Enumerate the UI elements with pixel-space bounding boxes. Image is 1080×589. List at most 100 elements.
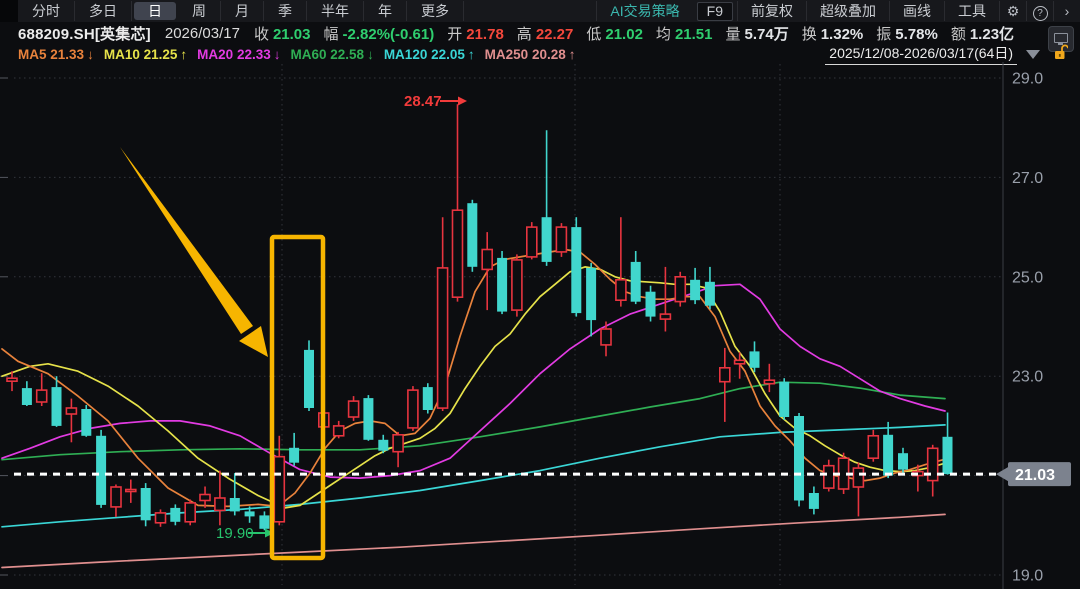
candle-day-38 <box>555 223 568 257</box>
ai-strategy-button[interactable]: AI交易策略 <box>596 1 692 21</box>
ma60-legend: MA60 22.58 ↓ <box>290 46 374 62</box>
tab-daily[interactable]: 日 <box>134 2 176 20</box>
super-overlay-button[interactable]: 超级叠加 <box>806 1 889 21</box>
draw-line-button[interactable]: 画线 <box>889 1 944 21</box>
candle-day-40 <box>586 262 597 337</box>
candle-day-18 <box>259 511 270 531</box>
candle-day-43 <box>630 251 641 305</box>
candle-day-1 <box>6 371 18 392</box>
candle-day-61 <box>898 447 908 476</box>
help-icon[interactable]: ? <box>1026 1 1053 21</box>
candle-day-3 <box>35 373 48 406</box>
chevron-right-icon[interactable]: › <box>1053 1 1080 21</box>
candle-day-14 <box>199 486 211 508</box>
top-toolbar: 分时 多日 日 周 月 季 半年 年 更多 AI交易策略 F9 前复权 超级叠加… <box>0 0 1080 22</box>
ma10-legend: MA10 21.25 ↑ <box>103 46 188 62</box>
y-axis-label: 27.0 <box>1012 170 1043 187</box>
candle-day-35 <box>511 254 523 317</box>
candle-day-27 <box>392 431 404 468</box>
candle-day-16 <box>229 473 240 516</box>
close-price-label: 21.03 <box>1015 467 1055 484</box>
ma250-line <box>1 513 946 569</box>
candle-day-23 <box>332 420 345 439</box>
candle-day-13 <box>184 499 196 526</box>
field-open: 开 21.78 <box>447 26 504 43</box>
candle-day-59 <box>867 429 880 462</box>
candle-day-15 <box>214 470 226 526</box>
low-annotation: 19.90 <box>216 525 274 542</box>
candle-day-58 <box>852 462 865 517</box>
candle-day-53 <box>779 378 790 420</box>
candle-day-19 <box>273 435 286 526</box>
candle-day-31 <box>451 104 464 302</box>
candle-day-39 <box>571 217 582 317</box>
ma20-line <box>1 283 946 479</box>
candle-day-42 <box>615 217 627 307</box>
stock-symbol[interactable]: 688209.SH[英集芯] <box>18 26 151 43</box>
candle-day-6 <box>81 405 92 437</box>
chevron-down-icon[interactable] <box>1026 49 1040 59</box>
ma120-legend: MA120 22.05 ↑ <box>383 46 475 62</box>
candle-day-33 <box>481 232 494 311</box>
tools-button[interactable]: 工具 <box>944 1 999 21</box>
big-arrow-annotation <box>120 147 268 357</box>
candle-day-51 <box>749 341 760 373</box>
candle-day-28 <box>407 386 419 431</box>
candle-day-7 <box>96 429 107 508</box>
tab-quarterly[interactable]: 季 <box>264 1 307 21</box>
corner-block <box>0 0 18 22</box>
ma60-arrow-icon: ↓ <box>367 46 374 62</box>
candle-day-9 <box>125 479 137 503</box>
candle-day-48 <box>704 266 715 310</box>
candle-day-64 <box>942 412 953 475</box>
candle-day-24 <box>347 396 360 421</box>
candle-day-55 <box>808 486 819 515</box>
highlight-box <box>269 234 326 561</box>
field-high: 高 22.27 <box>516 26 574 43</box>
ma-legend-bar: MA5 21.33 ↓ MA10 21.25 ↑ MA20 22.33 ↓ MA60 … <box>0 43 1080 65</box>
tab-weekly[interactable]: 周 <box>178 1 221 21</box>
tab-multiday[interactable]: 多日 <box>75 1 132 21</box>
field-turnover: 换 1.32% <box>801 26 864 43</box>
tab-halfyear[interactable]: 半年 <box>307 1 364 21</box>
y-axis-label: 25.0 <box>1012 269 1043 286</box>
candle-day-41 <box>600 321 612 357</box>
ma10-line <box>1 266 946 509</box>
candle-day-2 <box>21 381 32 406</box>
candle-day-32 <box>467 199 478 272</box>
candle-day-11 <box>154 509 167 527</box>
high-annotation: 28.47 <box>404 93 467 110</box>
gear-icon[interactable]: ⚙ <box>999 1 1026 21</box>
candle-day-5 <box>65 398 78 443</box>
candle-day-36 <box>525 222 538 260</box>
screen-widget-icon[interactable] <box>1048 26 1074 52</box>
candle-day-21 <box>304 340 314 411</box>
svg-text:19.90: 19.90 <box>216 525 254 542</box>
candle-day-54 <box>794 413 804 507</box>
candle-day-17 <box>244 506 255 523</box>
field-amount: 额 1.23亿 <box>950 26 1015 43</box>
candlestick-chart[interactable]: 29.0 27.0 25.0 23.0 19.0 21.03 28.47 19.90 <box>0 62 1080 589</box>
ma10-arrow-icon: ↑ <box>180 46 188 62</box>
tab-yearly[interactable]: 年 <box>364 1 407 21</box>
field-change: 幅 -2.82%(-0.61) <box>323 26 435 43</box>
ma250-arrow-icon: ↑ <box>568 46 576 62</box>
close-price-badge: 21.03 <box>996 462 1071 487</box>
tab-monthly[interactable]: 月 <box>221 1 264 21</box>
y-axis-label: 29.0 <box>1012 71 1043 88</box>
candle-day-8 <box>110 484 122 517</box>
field-avg: 均 21.51 <box>655 26 713 43</box>
date-range-selector[interactable]: 2025/12/08-2026/03/17(64日) <box>825 43 1017 65</box>
forward-adjust-button[interactable]: 前复权 <box>737 1 806 21</box>
field-volume: 量 5.74万 <box>725 26 789 43</box>
tab-more[interactable]: 更多 <box>407 1 464 21</box>
f9-button[interactable]: F9 <box>696 1 733 21</box>
candle-day-20 <box>289 432 300 466</box>
candle-day-26 <box>378 434 389 454</box>
quote-bar: 688209.SH[英集芯] 2026/03/17 收 21.03 幅 -2.82%… <box>0 22 1080 45</box>
candle-day-12 <box>170 504 181 526</box>
candle-day-37 <box>541 130 552 266</box>
tab-minute[interactable]: 分时 <box>18 1 75 21</box>
unlock-icon[interactable] <box>1052 44 1069 64</box>
